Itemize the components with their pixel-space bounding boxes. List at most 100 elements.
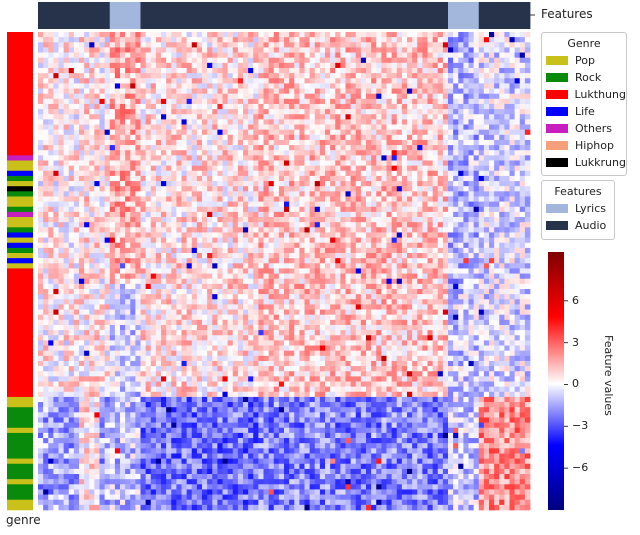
- heatmap-cell: [417, 165, 423, 172]
- heatmap-cell: [232, 47, 239, 53]
- heatmap-cell: [489, 247, 495, 254]
- heatmap-cell: [99, 165, 105, 172]
- heatmap-cell: [248, 67, 254, 74]
- heatmap-cell: [196, 186, 203, 192]
- heatmap-cell: [407, 134, 413, 141]
- heatmap-cell: [166, 253, 172, 259]
- heatmap-cell: [263, 67, 269, 74]
- heatmap-cell: [489, 263, 495, 269]
- heatmap-cell: [125, 32, 131, 38]
- heatmap-cell: [345, 222, 351, 228]
- heatmap-cell: [381, 217, 387, 223]
- heatmap-cell: [458, 73, 464, 79]
- heatmap-cell: [422, 52, 428, 59]
- heatmap-cell: [273, 129, 280, 136]
- heatmap-cell: [499, 175, 505, 182]
- heatmap-cell: [494, 211, 500, 218]
- heatmap-cell: [371, 253, 377, 259]
- heatmap-cell: [437, 196, 444, 202]
- heatmap-cell: [483, 242, 490, 249]
- heatmap-cell: [176, 73, 182, 79]
- heatmap-cell: [109, 145, 116, 151]
- heatmap-cell: [84, 139, 90, 146]
- heatmap-cell: [325, 278, 331, 285]
- heatmap-cell: [120, 88, 126, 95]
- heatmap-cell: [212, 294, 218, 300]
- heatmap-cell: [104, 160, 111, 166]
- heatmap-cell: [299, 119, 305, 125]
- heatmap-cell: [340, 114, 346, 120]
- heatmap-cell: [248, 170, 254, 177]
- heatmap-cell: [494, 47, 500, 53]
- heatmap-cell: [396, 237, 403, 244]
- heatmap-cell: [494, 160, 500, 166]
- heatmap-cell: [278, 160, 285, 166]
- heatmap-cell: [166, 98, 172, 105]
- heatmap-cell: [232, 67, 239, 74]
- heatmap-cell: [494, 139, 500, 146]
- heatmap-cell: [186, 109, 193, 115]
- heatmap-cell: [89, 62, 95, 69]
- heatmap-cell: [376, 78, 382, 84]
- heatmap-cell: [325, 134, 331, 141]
- genre-group-19: [7, 263, 33, 269]
- heatmap-cell: [299, 196, 305, 202]
- heatmap-cell: [135, 186, 141, 192]
- heatmap-cell: [299, 232, 305, 238]
- heatmap-cell: [442, 175, 449, 182]
- heatmap-cell: [427, 170, 433, 177]
- heatmap-cell: [371, 206, 377, 213]
- heatmap-cell: [58, 283, 64, 290]
- heatmap-cell: [366, 283, 372, 290]
- heatmap-cell: [366, 42, 372, 48]
- heatmap-cell: [161, 165, 167, 172]
- heatmap-cell: [478, 247, 485, 254]
- heatmap-cell: [79, 103, 85, 110]
- heatmap-cell: [524, 134, 531, 141]
- heatmap-cell: [73, 253, 80, 259]
- heatmap-cell: [114, 237, 121, 244]
- heatmap-cell: [345, 109, 351, 115]
- heatmap-cell: [289, 237, 295, 244]
- heatmap-cell: [125, 283, 131, 290]
- heatmap-cell: [222, 232, 228, 238]
- heatmap-cell: [458, 283, 464, 290]
- heatmap-cell: [340, 78, 346, 84]
- heatmap-cell: [68, 52, 75, 59]
- heatmap-cell: [196, 273, 203, 280]
- heatmap-cell: [109, 247, 116, 254]
- heatmap-cell: [432, 37, 439, 43]
- heatmap-cell: [386, 222, 392, 228]
- heatmap-cell: [376, 93, 382, 100]
- heatmap-cell: [53, 88, 59, 95]
- heatmap-cell: [407, 103, 413, 110]
- heatmap-cell: [89, 294, 95, 300]
- heatmap-cell: [232, 170, 239, 177]
- heatmap-cell: [186, 217, 193, 223]
- heatmap-cell: [48, 98, 54, 105]
- heatmap-cell: [135, 109, 141, 115]
- heatmap-cell: [94, 294, 100, 300]
- heatmap-cell: [401, 155, 408, 161]
- heatmap-cell: [222, 139, 228, 146]
- heatmap-cell: [304, 52, 310, 59]
- heatmap-cell: [401, 211, 408, 218]
- heatmap-cell: [448, 211, 454, 218]
- heatmap-cell: [396, 119, 403, 125]
- heatmap-cell: [140, 150, 146, 156]
- heatmap-cell: [68, 268, 75, 274]
- heatmap-cell: [202, 186, 208, 192]
- heatmap-cell: [161, 129, 167, 136]
- heatmap-cell: [427, 258, 433, 264]
- heatmap-cell: [350, 32, 357, 38]
- heatmap-cell: [73, 211, 80, 218]
- heatmap-cell: [345, 247, 351, 254]
- heatmap-cell: [43, 217, 49, 223]
- heatmap-cell: [202, 42, 208, 48]
- heatmap-cell: [150, 150, 157, 156]
- heatmap-cell: [181, 42, 187, 48]
- heatmap-cell: [350, 288, 357, 295]
- heatmap-cell: [186, 253, 193, 259]
- heatmap-cell: [73, 247, 80, 254]
- heatmap-cell: [463, 103, 469, 110]
